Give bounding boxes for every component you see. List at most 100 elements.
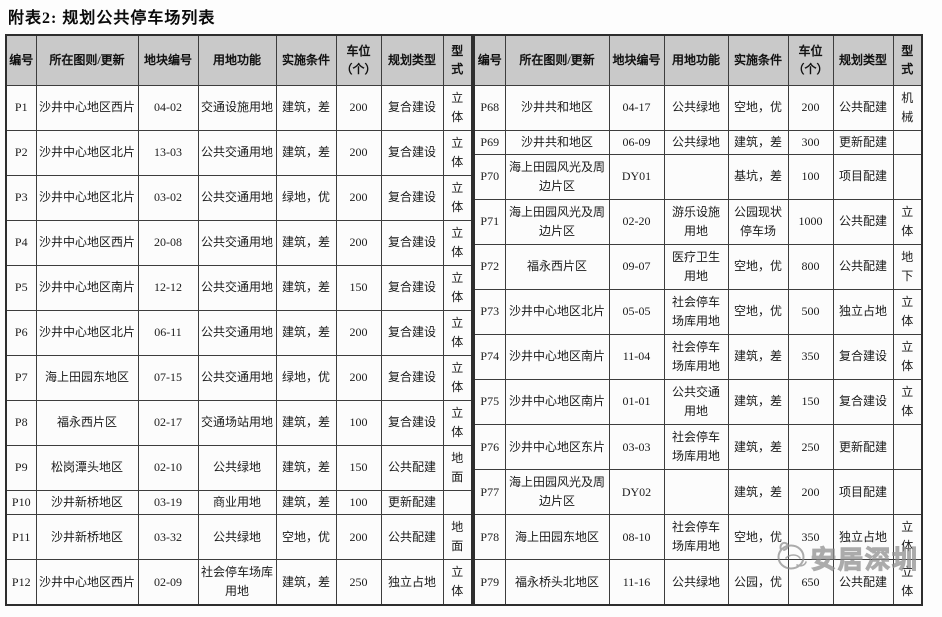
cell-condition: 公园，优 [727,558,789,606]
cell-condition: 空地，优 [727,243,789,290]
cell-land-use: 公共绿地 [663,84,729,131]
cell-location: 福永桥头北地区 [504,558,610,606]
cell-location: 沙井共和地区 [504,129,610,155]
cell-form [892,468,923,515]
cell-spaces: 200 [335,219,382,266]
cell-location: 沙井中心地区北片 [35,129,139,176]
cell-location: 沙井中心地区西片 [35,219,139,266]
cell-id: P2 [5,129,37,176]
cell-spaces: 100 [335,399,382,446]
cell-plot-no: 02-17 [137,399,199,446]
cell-plan-type: 独立占地 [832,288,894,335]
cell-land-use: 交通场站用地 [197,399,277,446]
cell-id: P72 [473,243,506,290]
cell-form: 地面 [442,513,473,560]
cell-location: 松岗潭头地区 [35,444,139,491]
cell-spaces: 250 [335,558,382,606]
cell-id: P78 [473,513,506,560]
cell-id: P74 [473,333,506,380]
col-header-form: 型式 [892,34,923,86]
cell-spaces: 150 [335,444,382,491]
cell-location: 沙井共和地区 [504,84,610,131]
cell-form: 立体 [442,558,473,606]
cell-plan-type: 公共配建 [380,513,444,560]
cell-condition: 建筑，差 [275,264,337,311]
cell-condition: 建筑，差 [275,399,337,446]
cell-plot-no: 02-20 [608,198,665,245]
table-row: P11 沙井新桥地区 03-32 公共绿地 空地，优 200 公共配建 地面 [5,513,473,560]
col-header-plot-no: 地块编号 [137,34,199,86]
cell-spaces: 500 [787,288,834,335]
cell-form: 地面 [442,444,473,491]
cell-spaces: 200 [335,174,382,221]
cell-spaces: 350 [787,333,834,380]
cell-plot-no: 07-15 [137,354,199,401]
cell-land-use: 商业用地 [197,489,277,515]
cell-plot-no: 01-01 [608,378,665,425]
cell-id: P1 [5,84,37,131]
cell-location: 沙井中心地区南片 [504,333,610,380]
cell-form: 立体 [442,309,473,356]
cell-condition: 建筑，差 [275,309,337,356]
cell-land-use: 医疗卫生用地 [663,243,729,290]
cell-plot-no: 08-10 [608,513,665,560]
table-header-left: 编号 所在图则/更新 地块编号 用地功能 实施条件 车位 （个） 规划类型 型式 [5,34,473,86]
cell-land-use: 社会停车场库用地 [663,288,729,335]
cell-form [442,489,473,515]
col-header-plan-type: 规划类型 [832,34,894,86]
cell-plan-type: 复合建设 [380,399,444,446]
table-row: P8 福永西片区 02-17 交通场站用地 建筑，差 100 复合建设 立体 [5,399,473,446]
cell-form: 立体 [442,354,473,401]
cell-condition: 建筑，差 [275,489,337,515]
table-row: P12 沙井中心地区西片 02-09 社会停车场库用地 建筑，差 250 独立占地 立体 [5,558,473,606]
cell-plan-type: 更新配建 [832,129,894,155]
cell-form [892,129,923,155]
cell-condition: 建筑，差 [275,84,337,131]
cell-land-use: 交通设施用地 [197,84,277,131]
cell-land-use: 公共交通用地 [663,378,729,425]
cell-condition: 建筑，差 [727,129,789,155]
cell-spaces: 650 [787,558,834,606]
table-row: P70 海上田园风光及周边片区 DY01 基坑，差 100 项目配建 [473,153,923,200]
cell-spaces: 200 [335,129,382,176]
cell-plot-no: DY02 [608,468,665,515]
cell-location: 海上田园风光及周边片区 [504,468,610,515]
cell-plot-no: 09-07 [608,243,665,290]
table-body-left: P1 沙井中心地区西片 04-02 交通设施用地 建筑，差 200 复合建设 立体 P2 沙井中心… [5,84,473,606]
cell-land-use: 社会停车场库用地 [663,423,729,470]
cell-id: P73 [473,288,506,335]
cell-plan-type: 独立占地 [380,558,444,606]
cell-plan-type: 更新配建 [380,489,444,515]
table-row: P2 沙井中心地区北片 13-03 公共交通用地 建筑，差 200 复合建设 立体 [5,129,473,176]
page-title: 附表2: 规划公共停车场列表 [8,10,216,27]
col-header-plot-no: 地块编号 [608,34,665,86]
table-row: P7 海上田园东地区 07-15 公共交通用地 绿地，优 200 复合建设 立体 [5,354,473,401]
tables-container: 编号 所在图则/更新 地块编号 用地功能 实施条件 车位 （个） 规划类型 型式… [5,34,923,606]
table-row: P1 沙井中心地区西片 04-02 交通设施用地 建筑，差 200 复合建设 立体 [5,84,473,131]
cell-location: 沙井中心地区北片 [35,309,139,356]
cell-condition: 建筑，差 [727,423,789,470]
cell-spaces: 200 [335,354,382,401]
cell-location: 海上田园风光及周边片区 [504,198,610,245]
cell-plot-no: 06-09 [608,129,665,155]
cell-plot-no: 05-05 [608,288,665,335]
cell-form [892,423,923,470]
cell-condition: 公园现状停车场 [727,198,789,245]
cell-plan-type: 复合建设 [832,333,894,380]
cell-condition: 建筑，差 [727,468,789,515]
table-row: P71 海上田园风光及周边片区 02-20 游乐设施用地 公园现状停车场 1000 公共配建… [473,198,923,245]
cell-plan-type: 复合建设 [832,378,894,425]
cell-condition: 绿地，优 [275,354,337,401]
cell-form: 地下 [892,243,923,290]
cell-land-use: 公共交通用地 [197,174,277,221]
table-row: P6 沙井中心地区北片 06-11 公共交通用地 建筑，差 200 复合建设 立体 [5,309,473,356]
table-row: P75 沙井中心地区南片 01-01 公共交通用地 建筑，差 150 复合建设 立体 [473,378,923,425]
cell-land-use [663,468,729,515]
cell-spaces: 200 [335,84,382,131]
cell-land-use: 公共交通用地 [197,129,277,176]
cell-id: P8 [5,399,37,446]
cell-plot-no: 06-11 [137,309,199,356]
cell-plan-type: 复合建设 [380,174,444,221]
table-row: P5 沙井中心地区南片 12-12 公共交通用地 建筑，差 150 复合建设 立体 [5,264,473,311]
col-header-location: 所在图则/更新 [35,34,139,86]
